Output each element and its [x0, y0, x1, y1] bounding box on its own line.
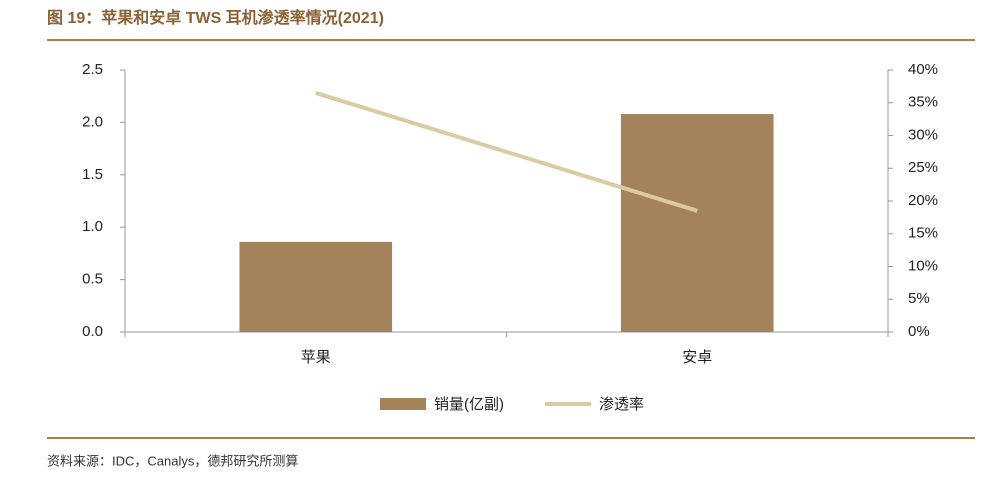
y-tick-label: 0.0 [82, 323, 103, 340]
y2-tick-label: 0% [908, 323, 930, 340]
y-tick-label: 2.5 [82, 61, 103, 78]
y-tick-label: 2.0 [82, 113, 103, 130]
legend-label: 销量(亿副) [434, 396, 504, 413]
y2-tick-label: 10% [908, 257, 938, 274]
bar [620, 114, 774, 333]
source: 资料来源：IDC，Canalys，德邦研究所测算 [47, 453, 298, 468]
bar [239, 241, 393, 332]
y2-tick-label: 25% [908, 159, 938, 176]
y-tick-label: 1.0 [82, 218, 103, 235]
legend-swatch [380, 398, 426, 410]
y2-tick-label: 20% [908, 192, 938, 209]
y2-tick-label: 35% [908, 94, 938, 111]
x-tick-label: 苹果 [301, 349, 331, 366]
title: 图 19：苹果和安卓 TWS 耳机渗透率情况(2021) [47, 8, 384, 27]
y-tick-label: 0.5 [82, 271, 103, 288]
chart: 0.0 0.5 1.0 1.5 2.0 2.5 0% 5% 10% 15% 20% 25% 30% 35%… [82, 61, 938, 413]
y-tick-label: 1.5 [82, 166, 103, 183]
y2-tick-label: 30% [908, 126, 938, 143]
line [315, 91, 698, 213]
y2-tick-label: 15% [908, 225, 938, 242]
x-tick-label: 安卓 [682, 349, 712, 366]
y2-tick-label: 40% [908, 61, 938, 78]
y2-tick-label: 5% [908, 290, 930, 307]
legend-label: 渗透率 [599, 396, 644, 413]
